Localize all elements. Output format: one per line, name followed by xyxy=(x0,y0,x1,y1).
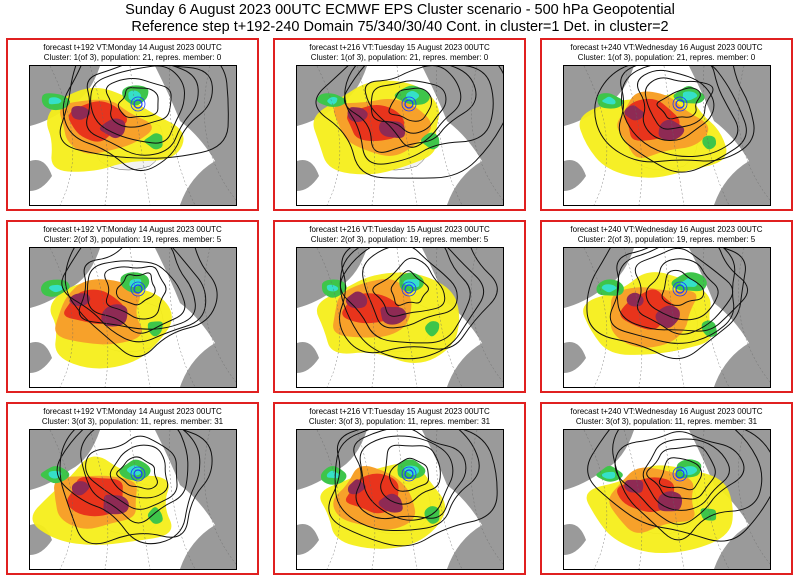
anomaly-layer xyxy=(583,272,718,355)
panel-cluster-info: Cluster: 3(of 3), population: 11, repres… xyxy=(575,417,758,426)
graticule-layer xyxy=(583,248,770,387)
panel-cluster-info: Cluster: 3(of 3), population: 11, repres… xyxy=(308,417,491,426)
graticule-layer xyxy=(316,66,503,205)
anomaly-layer xyxy=(32,456,172,545)
cluster-panel-2-t192[interactable]: forecast t+192 VT:Monday 14 August 2023 … xyxy=(6,220,259,393)
contour-layer xyxy=(59,66,229,171)
graticule-layer xyxy=(49,430,236,569)
contour-layer xyxy=(315,66,503,179)
anomaly-layer xyxy=(40,272,172,369)
map-canvas xyxy=(297,430,503,569)
panel-forecast-title: forecast t+240 VT:Wednesday 16 August 20… xyxy=(570,225,763,234)
graticule-layer xyxy=(316,430,503,569)
cluster-panel-1-t240[interactable]: forecast t+240 VT:Wednesday 16 August 20… xyxy=(540,38,793,211)
anomaly-layer xyxy=(579,85,727,178)
anomaly-layer xyxy=(320,459,446,549)
map-canvas xyxy=(564,430,770,569)
geopotential-map xyxy=(563,429,771,570)
graticule-layer xyxy=(583,430,770,569)
map-canvas xyxy=(297,66,503,205)
panel-forecast-title: forecast t+216 VT:Tuesday 15 August 2023… xyxy=(309,43,490,52)
panel-forecast-title: forecast t+192 VT:Monday 14 August 2023 … xyxy=(43,43,222,52)
panel-forecast-title: forecast t+240 VT:Wednesday 16 August 20… xyxy=(570,43,763,52)
graticule-layer xyxy=(316,248,503,387)
geopotential-map xyxy=(296,247,504,388)
contour-layer xyxy=(587,430,770,542)
contour-layer xyxy=(586,248,749,360)
panel-forecast-title: forecast t+192 VT:Monday 14 August 2023 … xyxy=(43,407,222,416)
contour-layer xyxy=(594,66,755,173)
contour-layer xyxy=(339,248,498,360)
geopotential-map xyxy=(296,65,504,206)
contour-layer xyxy=(328,430,498,547)
geopotential-map xyxy=(563,247,771,388)
page-subtitle: Reference step t+192-240 Domain 75/340/3… xyxy=(131,19,669,35)
cluster-panel-3-t192[interactable]: forecast t+192 VT:Monday 14 August 2023 … xyxy=(6,402,259,575)
panel-forecast-title: forecast t+216 VT:Tuesday 15 August 2023… xyxy=(309,225,490,234)
panel-cluster-info: Cluster: 1(of 3), population: 21, repres… xyxy=(577,53,756,62)
map-canvas xyxy=(564,248,770,387)
panel-forecast-title: forecast t+240 VT:Wednesday 16 August 20… xyxy=(570,407,763,416)
geopotential-map xyxy=(296,429,504,570)
panel-cluster-info: Cluster: 3(of 3), population: 11, repres… xyxy=(41,417,224,426)
contour-layer xyxy=(56,430,213,545)
panel-cluster-info: Cluster: 2(of 3), population: 19, repres… xyxy=(577,235,756,244)
geopotential-map xyxy=(29,247,237,388)
cluster-panel-3-t216[interactable]: forecast t+216 VT:Tuesday 15 August 2023… xyxy=(273,402,526,575)
panel-cluster-info: Cluster: 1(of 3), population: 21, repres… xyxy=(43,53,222,62)
anomaly-layer xyxy=(313,80,440,175)
panel-forecast-title: forecast t+216 VT:Tuesday 15 August 2023… xyxy=(309,407,490,416)
geopotential-map xyxy=(29,65,237,206)
contour-layer xyxy=(61,248,218,358)
graticule-layer xyxy=(583,66,770,205)
cluster-panel-1-t192[interactable]: forecast t+192 VT:Monday 14 August 2023 … xyxy=(6,38,259,211)
page-title: Sunday 6 August 2023 00UTC ECMWF EPS Clu… xyxy=(125,2,675,18)
map-canvas xyxy=(30,248,236,387)
geopotential-map xyxy=(563,65,771,206)
panel-forecast-title: forecast t+192 VT:Monday 14 August 2023 … xyxy=(43,225,222,234)
map-canvas xyxy=(564,66,770,205)
panel-cluster-info: Cluster: 2(of 3), population: 19, repres… xyxy=(310,235,489,244)
graticule-layer xyxy=(49,248,236,387)
graticule-layer xyxy=(49,66,236,205)
map-canvas xyxy=(297,248,503,387)
map-canvas xyxy=(30,430,236,569)
panel-cluster-info: Cluster: 2(of 3), population: 19, repres… xyxy=(43,235,222,244)
cluster-panel-2-t216[interactable]: forecast t+216 VT:Tuesday 15 August 2023… xyxy=(273,220,526,393)
anomaly-layer xyxy=(41,85,184,172)
cluster-panel-3-t240[interactable]: forecast t+240 VT:Wednesday 16 August 20… xyxy=(540,402,793,575)
panel-cluster-info: Cluster: 1(of 3), population: 21, repres… xyxy=(310,53,489,62)
map-canvas xyxy=(30,66,236,205)
cluster-panel-2-t240[interactable]: forecast t+240 VT:Wednesday 16 August 20… xyxy=(540,220,793,393)
geopotential-map xyxy=(29,429,237,570)
cluster-panel-1-t216[interactable]: forecast t+216 VT:Tuesday 15 August 2023… xyxy=(273,38,526,211)
